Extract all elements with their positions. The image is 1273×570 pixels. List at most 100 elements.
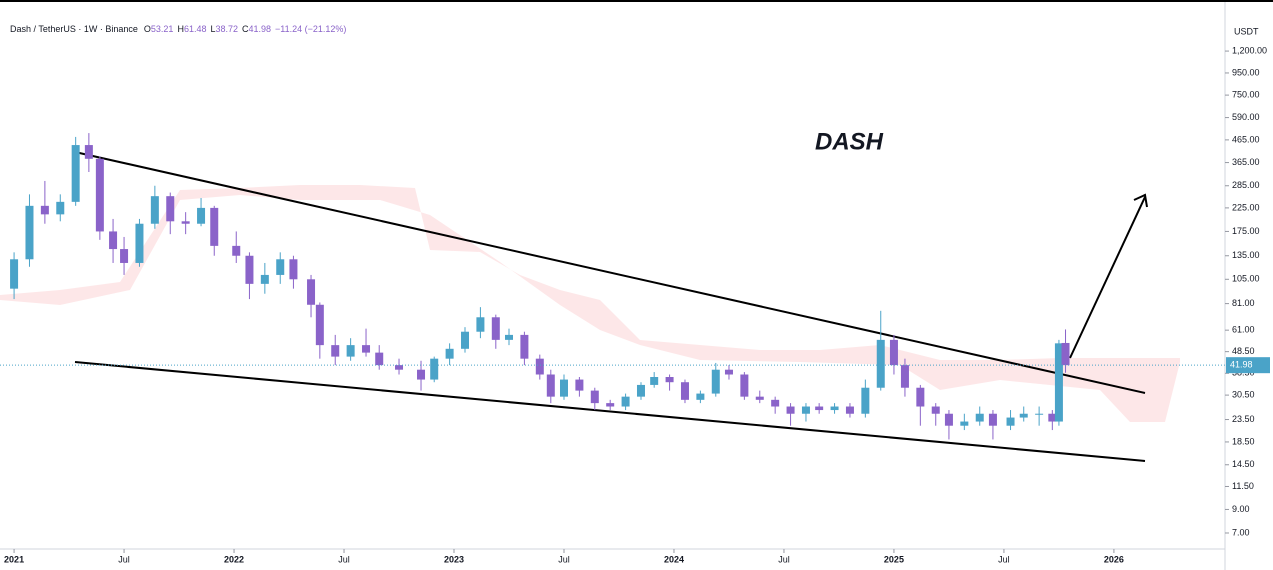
candle-body xyxy=(590,390,599,404)
last-price-label: 41.98 xyxy=(1230,360,1253,370)
candle-body xyxy=(665,377,674,383)
x-tick-label: Jul xyxy=(558,554,570,564)
candle-body xyxy=(135,223,144,263)
x-tick-label: 2021 xyxy=(4,554,24,564)
ichimoku-cloud xyxy=(0,185,1180,422)
ohlc-letter: H xyxy=(177,24,184,34)
candle-body xyxy=(289,259,298,280)
ohlc-letter: C xyxy=(242,24,249,34)
x-tick-label: 2023 xyxy=(444,554,464,564)
y-tick-label: 950.00 xyxy=(1232,67,1260,77)
y-tick-label: 285.00 xyxy=(1232,180,1260,190)
candle-body xyxy=(109,231,118,250)
lower-trendline xyxy=(74,361,1146,462)
x-tick-label: 2026 xyxy=(1104,554,1124,564)
x-tick-label: Jul xyxy=(778,554,790,564)
candle-body xyxy=(260,274,269,284)
candle-body xyxy=(181,221,190,224)
candle-body xyxy=(417,369,426,380)
candle-body xyxy=(120,249,129,263)
candle-body xyxy=(559,379,568,397)
x-tick-label: 2025 xyxy=(884,554,904,564)
x-tick-label: 2024 xyxy=(664,554,684,564)
top-border xyxy=(0,0,1273,2)
candle-body xyxy=(815,406,824,411)
currency: USDT xyxy=(1234,26,1259,36)
candle-body xyxy=(71,145,80,202)
candle-body xyxy=(1061,342,1070,366)
candle-body xyxy=(575,379,584,391)
change: −11.24 (−21.12%) xyxy=(275,24,346,34)
candle-body xyxy=(1006,417,1015,426)
header-title: Dash / TetherUS · 1W · Binance O53.21 H61.… xyxy=(10,24,346,34)
candle-body xyxy=(771,399,780,407)
y-tick-label: 175.00 xyxy=(1232,226,1260,236)
candle-body xyxy=(395,365,404,370)
candle-body xyxy=(724,369,733,375)
candle-body xyxy=(84,145,93,159)
candle-body xyxy=(40,205,49,215)
candle-body xyxy=(505,334,514,340)
candle-body xyxy=(245,255,254,284)
header: Dash / TetherUS · 1W · Binance O53.21 H61.… xyxy=(10,24,346,34)
candle-body xyxy=(210,207,219,246)
y-tick-label: 81.00 xyxy=(1232,298,1255,308)
y-tick-label: 23.50 xyxy=(1232,414,1255,424)
x-tick-label: Jul xyxy=(998,554,1010,564)
y-tick-label: 750.00 xyxy=(1232,89,1260,99)
candle-body xyxy=(988,413,997,426)
candle-body xyxy=(315,304,324,346)
y-tick-label: 18.50 xyxy=(1232,436,1255,446)
ohlc-value: 41.98 xyxy=(249,24,272,34)
x-tick-label: Jul xyxy=(338,554,350,564)
candle-body xyxy=(975,413,984,422)
y-tick-label: 14.50 xyxy=(1232,459,1255,469)
candle-body xyxy=(150,196,159,224)
candle-body xyxy=(740,374,749,397)
candle-body xyxy=(755,396,764,400)
candle-body xyxy=(491,317,500,340)
candle-body xyxy=(621,396,630,407)
candle-body xyxy=(931,406,940,414)
candle-body xyxy=(276,259,285,275)
candle-body xyxy=(944,413,953,426)
candle-body xyxy=(889,339,898,366)
y-tick-label: 9.00 xyxy=(1232,504,1250,514)
ohlc-letter: L xyxy=(210,24,215,34)
candle-body xyxy=(546,374,555,397)
candle-body xyxy=(916,387,925,407)
candle-body xyxy=(1054,343,1063,422)
y-tick-label: 11.50 xyxy=(1232,481,1254,491)
candle-body xyxy=(1019,413,1028,418)
candle-body xyxy=(331,345,340,357)
candle-body xyxy=(960,421,969,426)
candle-body xyxy=(830,406,839,411)
last-price-box xyxy=(1226,357,1270,374)
candle-body xyxy=(346,345,355,357)
arrow-head xyxy=(1133,193,1148,208)
candle-body xyxy=(680,382,689,400)
annotation: DASH xyxy=(815,128,884,155)
y-tick-label: 465.00 xyxy=(1232,134,1260,144)
arrow-line xyxy=(1069,196,1146,359)
y-tick-label: 365.00 xyxy=(1232,157,1260,167)
candle-body xyxy=(786,406,795,414)
candle-body xyxy=(461,331,470,349)
y-tick-label: 48.50 xyxy=(1232,346,1255,356)
candle-body xyxy=(1035,413,1044,415)
candle-body xyxy=(307,279,316,305)
candle-body xyxy=(876,339,885,388)
candle-body xyxy=(95,158,104,232)
candle-body xyxy=(232,245,241,256)
candle-body xyxy=(166,196,175,222)
ohlc-value: 38.72 xyxy=(215,24,238,34)
y-tick-label: 1,200.00 xyxy=(1232,45,1267,55)
candle-body xyxy=(430,358,439,380)
candle-body xyxy=(445,348,454,359)
upper-trendline xyxy=(74,151,1146,394)
candle-body xyxy=(845,406,854,414)
y-tick-label: 135.00 xyxy=(1232,250,1260,260)
y-tick-label: 590.00 xyxy=(1232,112,1260,122)
candle-body xyxy=(25,205,34,260)
